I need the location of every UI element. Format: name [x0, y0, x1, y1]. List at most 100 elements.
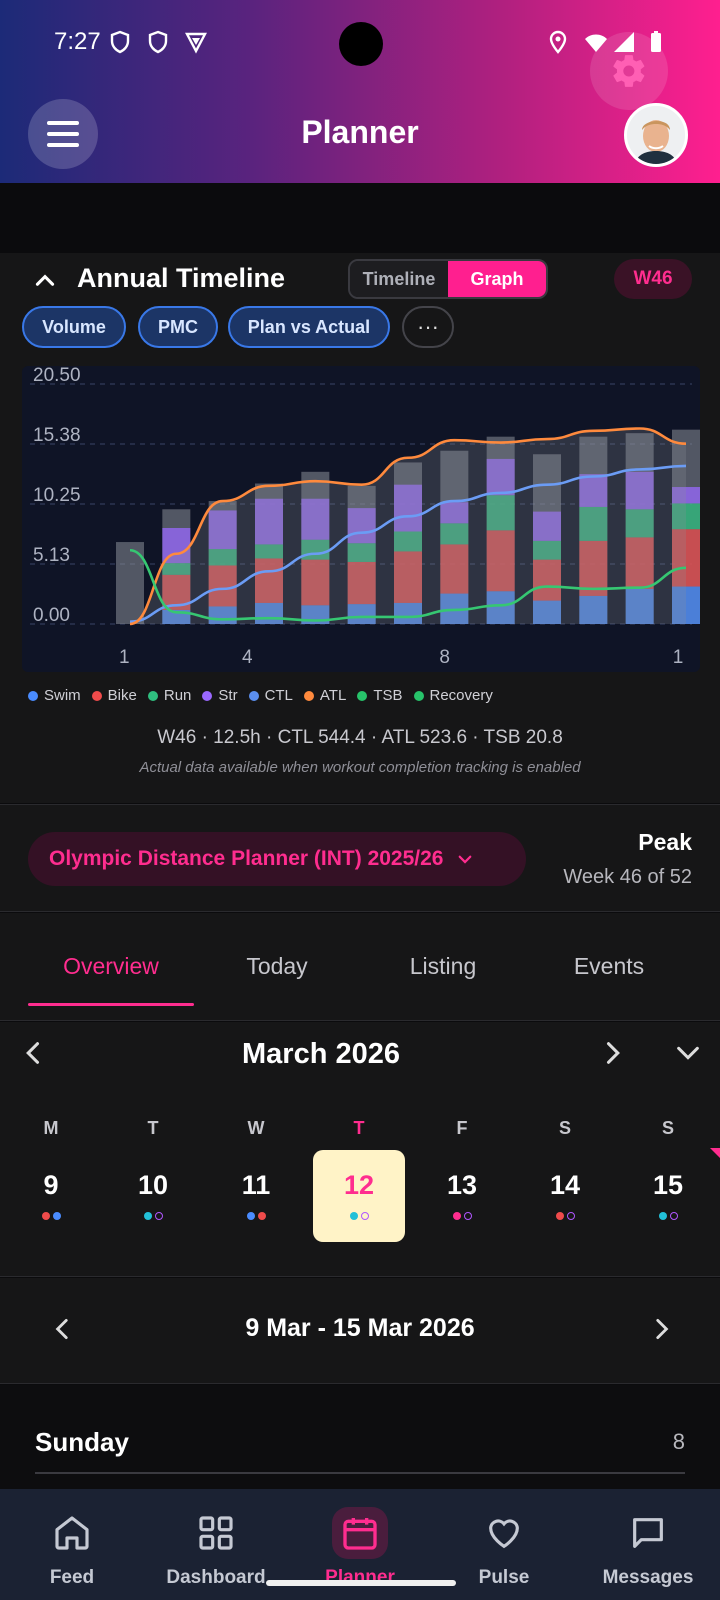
- card-title: Annual Timeline: [77, 263, 286, 293]
- day-count: 8: [672, 1429, 685, 1454]
- atl-area: [130, 428, 686, 624]
- bar-swim: [347, 604, 376, 624]
- dashboard-icon: [188, 1507, 244, 1559]
- chart-legend: Swim Bike Run Str CTL ATL TSB Recovery: [28, 687, 493, 704]
- menu-icon-bar: [47, 143, 79, 147]
- tab-events[interactable]: Events: [573, 952, 645, 979]
- bar-run: [162, 563, 191, 575]
- nav-dashboard[interactable]: Dashboard: [144, 1489, 288, 1600]
- avatar[interactable]: [624, 103, 688, 167]
- chart-svg: 20.50 15.38 10.25 5.13 0.00 1 4 8 1: [30, 365, 700, 668]
- chevron-down-icon[interactable]: [674, 1039, 702, 1067]
- chevron-left-icon[interactable]: [50, 1316, 76, 1342]
- workout-dot: [360, 1212, 369, 1220]
- workout-dot: [257, 1212, 266, 1220]
- week-calendar: March 2026 M 9 T 10 W 11 T 12 F 13 S 14 S 15: [0, 1022, 720, 1277]
- legend-label: TSB: [373, 687, 403, 704]
- chip-volume[interactable]: Volume: [22, 306, 126, 348]
- bar-bike: [394, 551, 422, 603]
- bar-str: [579, 474, 608, 507]
- day-number: 12: [343, 1170, 375, 1200]
- legend-item: TSB: [357, 687, 403, 704]
- bar-bike: [486, 530, 515, 592]
- workout-dot: [669, 1212, 678, 1220]
- calendar-day[interactable]: 11: [210, 1150, 302, 1242]
- more-options-button[interactable]: ···: [402, 306, 454, 348]
- legend-dot: [91, 690, 102, 701]
- x-tick-label: 1: [119, 647, 130, 668]
- home-indicator[interactable]: [266, 1580, 456, 1586]
- settings-button[interactable]: [590, 32, 668, 110]
- day-number: 9: [43, 1170, 59, 1200]
- legend-label: ATL: [319, 687, 347, 704]
- x-tick-label: 8: [439, 647, 450, 668]
- bar-swim: [672, 586, 700, 624]
- toggle-graph[interactable]: Graph: [448, 261, 546, 297]
- message-icon: [620, 1507, 676, 1559]
- bar-run: [625, 509, 654, 538]
- x-tick-label: 1: [673, 647, 684, 668]
- avatar-photo: [627, 106, 685, 164]
- bar-str: [255, 498, 283, 545]
- weekday-label: M: [43, 1118, 59, 1138]
- calendar-day[interactable]: 12: [313, 1150, 405, 1242]
- plan-selector[interactable]: Olympic Distance Planner (INT) 2025/26: [28, 832, 526, 886]
- wifi-icon: [585, 34, 607, 52]
- chevron-left-icon[interactable]: [20, 1039, 48, 1067]
- workout-dots: [5, 1212, 97, 1220]
- tab-today[interactable]: Today: [246, 952, 308, 979]
- tab-overview[interactable]: Overview: [63, 952, 159, 979]
- cellular-signal-icon: [614, 32, 634, 52]
- line-tsb: [129, 548, 687, 622]
- legend-item: Str: [202, 687, 238, 704]
- status-time: 7:27: [54, 28, 101, 55]
- bar-str: [347, 508, 376, 544]
- bar-bike: [440, 544, 469, 594]
- legend-item: CTL: [248, 687, 293, 704]
- legend-label: Swim: [44, 687, 81, 704]
- chevron-up-icon[interactable]: [32, 268, 58, 294]
- bar-bike: [533, 559, 561, 601]
- chip-plan-vs-actual[interactable]: Plan vs Actual: [228, 306, 390, 348]
- chevron-right-icon[interactable]: [648, 1316, 674, 1342]
- day-section: Sunday 8: [0, 1385, 720, 1489]
- vpn-icon: [185, 32, 207, 54]
- y-tick-label: 15.38: [33, 425, 81, 446]
- workout-dots: [416, 1212, 508, 1220]
- view-toggle: Timeline Graph: [348, 259, 548, 299]
- calendar-day[interactable]: 14: [519, 1150, 611, 1242]
- calendar-day[interactable]: 10: [107, 1150, 199, 1242]
- toggle-timeline[interactable]: Timeline: [350, 261, 448, 297]
- bar-swim: [579, 595, 608, 624]
- bar-swim: [625, 588, 654, 624]
- y-tick-label: 20.50: [33, 366, 81, 386]
- calendar-day[interactable]: 13: [416, 1150, 508, 1242]
- weekday-label: F: [456, 1118, 468, 1138]
- bar-swim: [486, 591, 515, 624]
- workout-dot: [246, 1212, 255, 1220]
- location-icon: [549, 30, 567, 54]
- workout-dot: [452, 1212, 461, 1220]
- week-badge[interactable]: W46: [614, 259, 692, 299]
- calendar-day[interactable]: 15: [622, 1150, 714, 1242]
- plan-week: Week 46 of 52: [563, 866, 692, 888]
- nav-feed[interactable]: Feed: [0, 1489, 144, 1600]
- bar-run: [672, 503, 700, 530]
- calendar-day[interactable]: 9: [5, 1150, 97, 1242]
- day-number: 11: [241, 1170, 271, 1200]
- chart-summary: W46 · 12.5h · CTL 544.4 · ATL 523.6 · TS…: [157, 727, 563, 748]
- bar-str: [440, 502, 469, 524]
- bar-str: [533, 511, 561, 541]
- tab-listing[interactable]: Listing: [409, 952, 477, 979]
- chevron-down-icon: [458, 855, 471, 864]
- bar-bike: [579, 540, 608, 596]
- bar-swim: [394, 602, 422, 624]
- menu-button[interactable]: [28, 99, 98, 169]
- chevron-right-icon[interactable]: [598, 1039, 626, 1067]
- calendar-icon: [332, 1507, 388, 1559]
- nav-messages[interactable]: Messages: [576, 1489, 720, 1600]
- workout-dot: [52, 1212, 61, 1220]
- legend-dot: [357, 690, 368, 701]
- nav-pulse[interactable]: Pulse: [432, 1489, 576, 1600]
- chip-pmc[interactable]: PMC: [138, 306, 218, 348]
